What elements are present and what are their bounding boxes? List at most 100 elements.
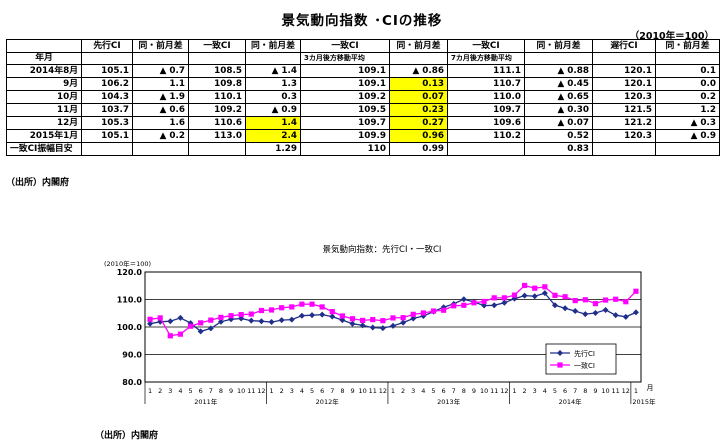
table-title: 景気動向指数 ･CIの推移 [281,13,443,29]
data-point [349,320,356,327]
data-point [552,292,558,298]
data-point [491,302,498,309]
data-point [562,305,569,312]
data-point [197,328,204,335]
data-point [551,302,558,309]
data-point [228,313,234,319]
legend-label: 一致CI [574,361,595,370]
data-point [572,298,578,304]
y-tick-label: 100.0 [117,323,143,332]
x-tick-label: 4 [300,387,304,395]
table-source: （出所）内閣府 [6,178,70,188]
data-point [370,316,376,323]
x-year-label: 2011年 [194,397,218,406]
data-point [218,314,224,320]
data-point [217,318,224,325]
x-year-label: 2014年 [559,397,583,406]
data-point [542,284,548,290]
x-year-label: 2015年 [632,397,656,406]
data-point [400,319,407,326]
data-point [390,322,396,329]
x-tick-label: 10 [480,387,488,395]
data-point [268,319,275,326]
data-point [349,316,356,322]
x-tick-label: 10 [601,387,609,395]
x-tick-label: 7 [209,387,213,395]
data-point [602,306,609,313]
data-point [187,323,194,329]
data-point [147,316,153,322]
data-point [582,311,589,318]
data-point [460,296,467,303]
y-tick-label: 90.0 [122,351,142,360]
x-year-label: 2012年 [316,397,340,406]
data-point [207,325,214,332]
chart-title: 景気動向指数：先行CI・一致CI [323,244,442,255]
table-cell: 0.23 [389,103,448,117]
data-point [471,300,477,306]
data-point [481,302,488,309]
x-tick-label: 5 [310,387,314,395]
y-tick-label: 110.0 [117,296,143,305]
legend-marker [557,350,563,356]
x-tick-label: 10 [358,387,366,395]
data-point [541,290,548,297]
x-tick-label: 7 [452,387,456,395]
table-cell: 0.07 [389,90,448,104]
footer-cell: 1.29 [245,142,301,156]
data-point [451,303,457,309]
x-tick-label: 12 [500,387,508,395]
x-tick-label: 8 [340,387,344,395]
x-tick-label: 8 [583,387,587,395]
legend-label: 先行CI [574,349,595,358]
data-point [572,308,579,315]
x-tick-label: 8 [462,387,466,395]
footer-cell: 110 [300,142,390,156]
x-tick-label: 6 [320,387,324,395]
x-year-label: 2013年 [437,397,461,406]
data-point [379,325,386,332]
data-point [400,315,406,321]
data-point [329,313,336,320]
data-point [369,324,376,331]
data-point [157,315,163,321]
x-tick-label: 9 [593,387,597,395]
data-point [167,333,173,339]
table-row: 12月 105.3 1.6 110.6 1.4 109.7 0.27 109.6 ▲ 0.07 1… [6,116,720,130]
y-axis-label: (2010年＝100) [104,259,151,268]
data-point [278,317,285,324]
x-tick-label: 11 [247,387,255,395]
data-point [390,315,396,321]
x-tick-label: 11 [369,387,377,395]
data-point [531,293,538,300]
x-tick-label: 12 [257,387,265,395]
x-tick-label: 4 [421,387,425,395]
data-point [491,295,497,301]
table-unit: （2010年＝100） [629,31,714,42]
data-point [319,311,326,318]
data-point [360,317,366,323]
x-tick-label: 4 [543,387,547,395]
data-point [258,318,265,325]
x-tick-label: 5 [431,387,435,395]
x-tick-label: 11 [612,387,620,395]
x-tick-label: 3 [533,387,537,395]
data-point [268,307,275,313]
data-point [613,296,619,302]
data-point [430,308,437,314]
data-point [410,311,416,317]
x-tick-label: 10 [237,387,245,395]
data-point [602,297,609,303]
data-point [319,304,325,310]
x-tick-label: 1 [391,387,395,395]
x-tick-label: 2 [401,387,405,395]
data-point [612,312,619,319]
x-tick-label: 9 [229,387,233,395]
data-point [410,315,417,322]
x-axis-label: 月 [647,384,654,392]
y-tick-label: 80.0 [122,378,142,387]
chart-source: （出所）内閣府 [95,431,159,441]
legend [545,343,617,375]
data-point [248,317,255,324]
